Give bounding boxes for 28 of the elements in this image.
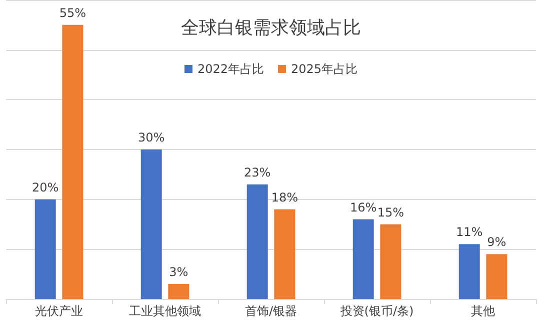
data-label: 23%	[244, 165, 271, 180]
data-label: 18%	[271, 190, 298, 204]
x-tick-label: 其他	[471, 304, 495, 318]
bar	[458, 244, 480, 299]
data-label: 30%	[138, 130, 165, 144]
bar	[274, 209, 296, 299]
bar	[246, 184, 268, 299]
bar	[168, 284, 190, 299]
data-label: 11%	[456, 225, 483, 240]
x-tick-label: 工业其他领域	[129, 304, 201, 318]
bar	[34, 199, 56, 299]
data-label: 3%	[169, 265, 188, 280]
bar	[486, 254, 508, 299]
x-tick-label: 首饰/银器	[244, 304, 298, 318]
chart-title: 全球白银需求领域占比	[181, 18, 361, 38]
data-label: 15%	[377, 205, 404, 220]
data-label: 20%	[32, 180, 59, 194]
bar	[380, 224, 402, 299]
bar	[140, 150, 162, 299]
legend-label: 2025年占比	[291, 62, 358, 76]
data-label: 55%	[59, 6, 86, 20]
bar	[62, 24, 84, 299]
x-tick-label: 投资(银币/条)	[339, 304, 414, 318]
legend-label: 2022年占比	[197, 62, 264, 76]
x-tick-label: 光伏产业	[35, 304, 83, 318]
data-label: 9%	[487, 235, 506, 250]
bar	[352, 219, 374, 299]
data-label: 16%	[350, 200, 377, 214]
